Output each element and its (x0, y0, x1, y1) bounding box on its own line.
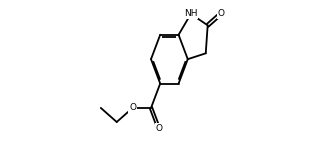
Text: NH: NH (184, 9, 198, 18)
Text: O: O (129, 103, 136, 112)
Text: O: O (155, 124, 162, 133)
Text: O: O (218, 9, 225, 18)
